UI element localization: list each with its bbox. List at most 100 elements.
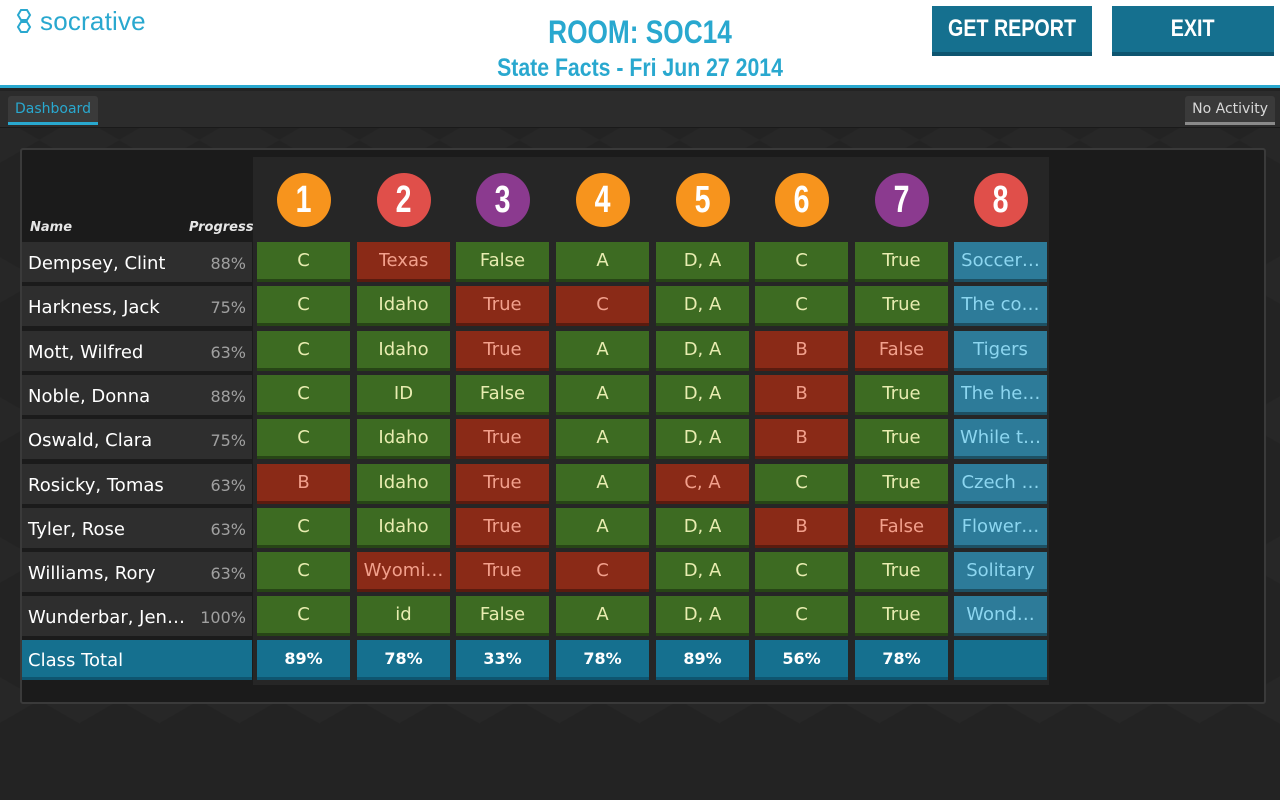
- answer-cell[interactable]: C: [755, 464, 848, 504]
- answer-cell[interactable]: Wond…: [954, 596, 1047, 636]
- answer-cell[interactable]: False: [855, 331, 948, 371]
- answer-cell[interactable]: The co…: [954, 286, 1047, 326]
- answer-cell[interactable]: B: [755, 331, 848, 371]
- answer-cell[interactable]: Texas: [357, 242, 450, 282]
- answer-cell[interactable]: D, A: [656, 552, 749, 592]
- student-row[interactable]: Dempsey, Clint 88%: [22, 242, 252, 284]
- answer-cell[interactable]: Solitary: [954, 552, 1047, 592]
- answer-cell[interactable]: Soccer…: [954, 242, 1047, 282]
- answer-cell[interactable]: C: [556, 286, 649, 326]
- answer-cell[interactable]: True: [456, 508, 549, 548]
- exit-button[interactable]: EXIT: [1112, 6, 1274, 56]
- student-row[interactable]: Williams, Rory 63%: [22, 552, 252, 594]
- question-2-header[interactable]: 2: [377, 173, 431, 227]
- question-1-header[interactable]: 1: [277, 173, 331, 227]
- answer-cell[interactable]: C: [755, 596, 848, 636]
- answer-cell[interactable]: C: [257, 552, 350, 592]
- question-7-header[interactable]: 7: [875, 173, 929, 227]
- answer-cell[interactable]: Tigers: [954, 331, 1047, 371]
- answer-cell[interactable]: True: [456, 552, 549, 592]
- answer-cell[interactable]: C: [257, 375, 350, 415]
- answer-text: id: [395, 604, 412, 625]
- answer-cell[interactable]: While t…: [954, 419, 1047, 459]
- answer-cell[interactable]: C: [556, 552, 649, 592]
- answer-cell[interactable]: D, A: [656, 286, 749, 326]
- answer-cell[interactable]: Idaho: [357, 286, 450, 326]
- answer-cell[interactable]: True: [855, 242, 948, 282]
- answer-cell[interactable]: True: [456, 464, 549, 504]
- answer-cell[interactable]: False: [456, 242, 549, 282]
- answer-cell[interactable]: True: [456, 419, 549, 459]
- answer-cell[interactable]: D, A: [656, 375, 749, 415]
- answer-cell[interactable]: C: [257, 419, 350, 459]
- answer-cell[interactable]: Wyomi…: [357, 552, 450, 592]
- answer-cell[interactable]: Czech …: [954, 464, 1047, 504]
- answer-cell[interactable]: Idaho: [357, 419, 450, 459]
- answer-cell[interactable]: A: [556, 596, 649, 636]
- answer-cell[interactable]: B: [755, 419, 848, 459]
- answer-cell[interactable]: True: [855, 596, 948, 636]
- answer-cell[interactable]: Flower…: [954, 508, 1047, 548]
- answer-cell[interactable]: A: [556, 242, 649, 282]
- answer-cell[interactable]: ID: [357, 375, 450, 415]
- question-6-header[interactable]: 6: [775, 173, 829, 227]
- student-row[interactable]: Noble, Donna 88%: [22, 375, 252, 417]
- student-row[interactable]: Mott, Wilfred 63%: [22, 331, 252, 373]
- answer-cell[interactable]: False: [855, 508, 948, 548]
- student-row[interactable]: Oswald, Clara 75%: [22, 419, 252, 461]
- answer-cell[interactable]: D, A: [656, 331, 749, 371]
- answer-cell[interactable]: C: [755, 242, 848, 282]
- answer-cell[interactable]: D, A: [656, 596, 749, 636]
- answer-cell[interactable]: A: [556, 375, 649, 415]
- answer-cell[interactable]: True: [855, 375, 948, 415]
- student-row[interactable]: Tyler, Rose 63%: [22, 508, 252, 550]
- answer-cell[interactable]: True: [456, 331, 549, 371]
- answer-cell[interactable]: A: [556, 508, 649, 548]
- answer-cell[interactable]: True: [855, 552, 948, 592]
- answer-cell[interactable]: D, A: [656, 242, 749, 282]
- answer-cell[interactable]: A: [556, 419, 649, 459]
- question-5-header[interactable]: 5: [676, 173, 730, 227]
- student-row[interactable]: Wunderbar, Jen… 100%: [22, 596, 252, 638]
- answer-text: While t…: [959, 427, 1042, 448]
- answer-cell[interactable]: B: [755, 375, 848, 415]
- answer-cell[interactable]: True: [456, 286, 549, 326]
- answer-cell[interactable]: C: [257, 596, 350, 636]
- answer-cell[interactable]: id: [357, 596, 450, 636]
- answer-cell[interactable]: False: [456, 375, 549, 415]
- answer-cell[interactable]: C: [755, 286, 848, 326]
- question-number: 3: [495, 178, 511, 221]
- class-total-cell: 89%: [656, 640, 749, 680]
- answer-cell[interactable]: D, A: [656, 419, 749, 459]
- answer-cell[interactable]: A: [556, 331, 649, 371]
- answer-cell[interactable]: A: [556, 464, 649, 504]
- answer-text: C: [297, 383, 310, 404]
- answer-cell[interactable]: C: [755, 552, 848, 592]
- answer-cell[interactable]: B: [755, 508, 848, 548]
- answer-cell[interactable]: C: [257, 331, 350, 371]
- activity-status-badge[interactable]: No Activity: [1185, 96, 1275, 125]
- answer-cell[interactable]: C, A: [656, 464, 749, 504]
- answer-cell[interactable]: Idaho: [357, 464, 450, 504]
- answer-cell[interactable]: True: [855, 286, 948, 326]
- question-4-header[interactable]: 4: [576, 173, 630, 227]
- question-3-header[interactable]: 3: [476, 173, 530, 227]
- student-row[interactable]: Harkness, Jack 75%: [22, 286, 252, 328]
- answer-cell[interactable]: C: [257, 242, 350, 282]
- tab-dashboard[interactable]: Dashboard: [8, 96, 98, 125]
- answer-cell[interactable]: C: [257, 286, 350, 326]
- question-8-header[interactable]: 8: [974, 173, 1028, 227]
- answer-cell[interactable]: Idaho: [357, 331, 450, 371]
- answer-cell[interactable]: C: [257, 508, 350, 548]
- answer-cell[interactable]: False: [456, 596, 549, 636]
- answer-cell[interactable]: D, A: [656, 508, 749, 548]
- student-row[interactable]: Rosicky, Tomas 63%: [22, 464, 252, 506]
- answer-cell[interactable]: True: [855, 464, 948, 504]
- answer-cell[interactable]: B: [257, 464, 350, 504]
- answer-cell[interactable]: The he…: [954, 375, 1047, 415]
- answer-text: True: [882, 560, 921, 581]
- get-report-button[interactable]: GET REPORT: [932, 6, 1092, 56]
- answer-text: B: [795, 516, 808, 537]
- answer-cell[interactable]: Idaho: [357, 508, 450, 548]
- answer-cell[interactable]: True: [855, 419, 948, 459]
